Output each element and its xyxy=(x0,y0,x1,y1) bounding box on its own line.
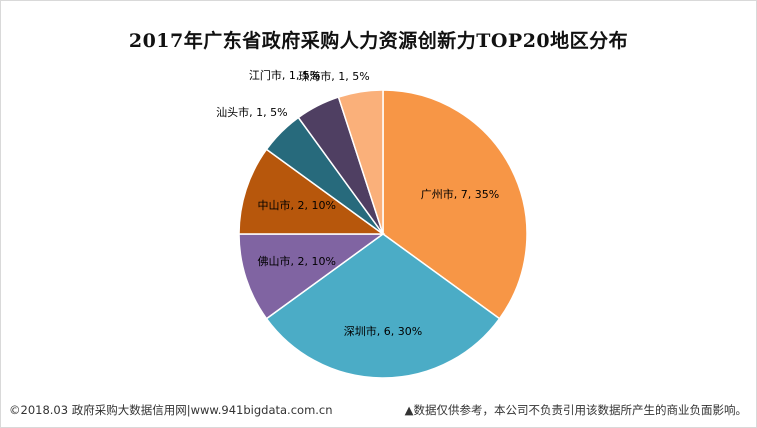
data-label-6: 江门市, 1, 5% xyxy=(249,68,320,82)
data-label-2: 深圳市, 6, 30% xyxy=(344,324,422,338)
pie-slice-3 xyxy=(238,233,386,320)
pie-slice-2 xyxy=(265,233,501,379)
data-label-5: 汕头市, 1, 5% xyxy=(216,105,287,119)
data-label-1: 广州市, 7, 35% xyxy=(421,187,499,201)
pie-slice-4 xyxy=(238,148,386,235)
data-label-4: 中山市, 2, 10% xyxy=(258,198,336,212)
pie-slice-1 xyxy=(382,89,528,320)
footer-copyright: ©2018.03 政府采购大数据信用网|www.941bigdata.com.c… xyxy=(9,403,333,417)
data-label-3: 佛山市, 2, 10% xyxy=(258,254,336,268)
chart-title: 2017年广东省政府采购人力资源创新力TOP20地区分布 xyxy=(128,30,629,52)
data-label-7: 珠海市, 1, 5% xyxy=(298,69,369,83)
footer-disclaimer: ▲数据仅供参考，本公司不负责引用该数据所产生的商业负面影响。 xyxy=(404,403,747,417)
pie-slice-7 xyxy=(337,89,384,235)
